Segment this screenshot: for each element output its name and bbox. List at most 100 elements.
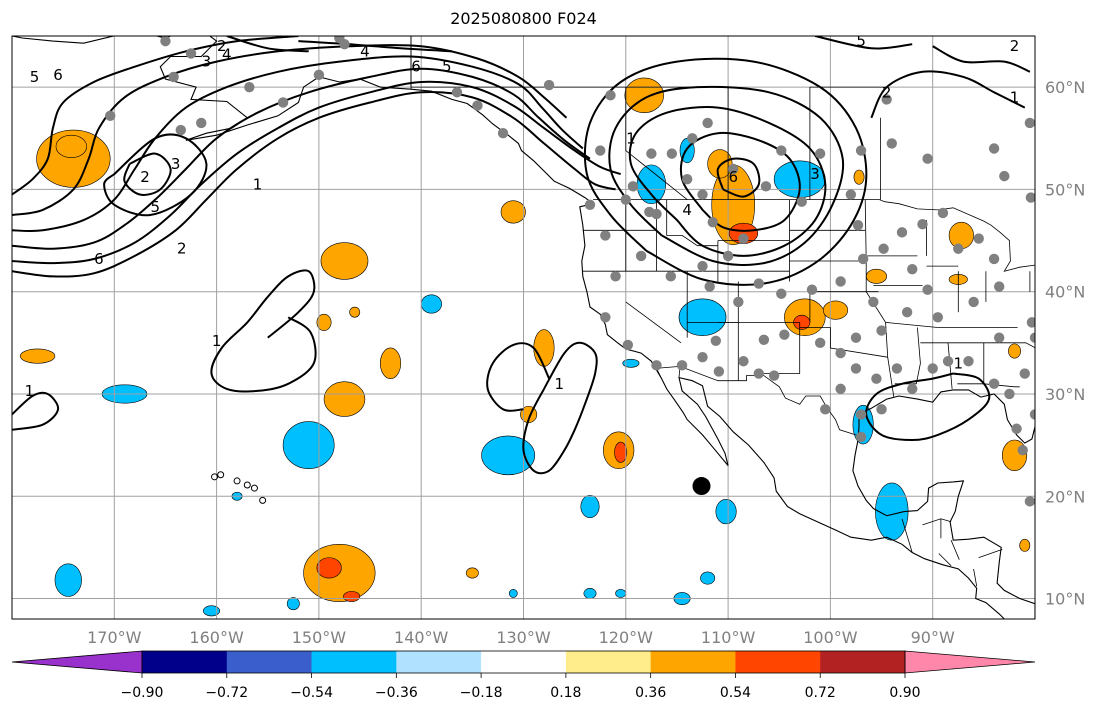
contour-line	[123, 152, 172, 196]
lat-tick-label: 50°N	[1045, 180, 1085, 199]
anomaly-patch	[465, 567, 479, 579]
station-dot	[850, 332, 862, 343]
latitude-labels: 60°N 50°N 40°N 30°N 20°N 10°N	[1045, 78, 1085, 608]
anomaly-patch	[614, 441, 628, 463]
contour-line	[608, 85, 845, 266]
contour-line	[865, 372, 991, 442]
station-dot	[937, 207, 949, 219]
station-dot	[738, 356, 749, 367]
contour-label: 2	[217, 37, 227, 55]
station-dot	[635, 250, 647, 262]
station-dot	[993, 281, 1005, 292]
station-dot	[876, 404, 887, 415]
station-dot	[835, 347, 846, 359]
station-dot	[796, 196, 807, 207]
station-dot	[697, 260, 708, 272]
anomaly-patch	[36, 129, 111, 188]
lon-tick-label: 150°W	[292, 628, 347, 647]
lat-tick-label: 30°N	[1045, 385, 1085, 404]
contour-label: 3	[810, 165, 820, 183]
anomaly-patch	[349, 306, 361, 318]
border-line	[799, 327, 888, 358]
anomaly-patch	[533, 329, 555, 367]
station-dot	[806, 284, 818, 295]
island-outline	[259, 496, 267, 504]
map-title: 2025080800 F024	[450, 9, 597, 28]
contour-line	[226, 36, 309, 53]
island-outline	[250, 484, 258, 492]
contour-line	[814, 36, 913, 50]
contour-label: 2	[140, 168, 150, 186]
station-dot	[651, 360, 662, 371]
station-dot	[760, 181, 772, 192]
station-dot	[584, 199, 596, 210]
station-dot	[334, 36, 345, 44]
station-dot	[713, 366, 725, 377]
contour-label: 6	[411, 58, 421, 76]
station-dot	[728, 163, 739, 175]
station-dot	[855, 431, 867, 443]
anomaly-patch	[580, 494, 600, 519]
anomaly-patch	[622, 358, 640, 368]
island-outline	[233, 477, 241, 485]
anomaly-patch	[481, 435, 536, 476]
border-line	[901, 518, 913, 553]
lat-tick-label: 20°N	[1045, 487, 1085, 506]
lon-tick-label: 110°W	[701, 628, 756, 647]
station-dot	[814, 337, 826, 349]
contour-line	[210, 269, 317, 393]
border-line	[625, 87, 688, 200]
anomaly-patch	[282, 421, 335, 469]
station-dot	[722, 250, 734, 262]
anomaly-patch	[54, 563, 82, 597]
anomaly-patch	[1008, 343, 1021, 359]
station-dot	[277, 97, 289, 108]
station-dot	[1024, 117, 1035, 129]
lat-tick-label: 40°N	[1045, 283, 1085, 302]
station-dot	[932, 312, 944, 323]
station-dot	[993, 332, 1005, 343]
contour-label: 6	[53, 66, 63, 84]
lat-tick-label: 10°N	[1045, 590, 1085, 609]
contour-label: 5	[442, 58, 452, 76]
contour-line	[522, 341, 598, 475]
border-line	[655, 365, 860, 437]
anomaly-patch	[420, 294, 442, 314]
station-dot	[472, 100, 483, 111]
station-dot	[1025, 192, 1035, 203]
contour-line	[103, 133, 208, 217]
station-dot	[1026, 317, 1035, 328]
border-line	[625, 301, 682, 344]
anomaly-patch	[853, 169, 865, 185]
station-dot	[733, 296, 744, 308]
station-dot	[776, 288, 787, 299]
anomaly-patch	[320, 242, 369, 280]
contour-line	[12, 44, 568, 216]
station-dot	[886, 138, 897, 149]
contour-line	[12, 391, 60, 431]
station-dot	[850, 363, 862, 374]
contour-line	[628, 106, 827, 257]
contour-label: 2	[1010, 37, 1020, 55]
station-dot	[973, 233, 984, 244]
station-dot	[710, 335, 722, 346]
station-dot	[622, 339, 634, 351]
island-outline	[211, 473, 219, 481]
station-dot	[988, 143, 1000, 154]
contour-line	[583, 57, 868, 286]
contour-label: 2	[882, 83, 892, 101]
station-dot	[927, 363, 938, 374]
longitude-labels: 170°W 160°W 150°W 140°W 130°W 120°W 110°W 100°W…	[87, 628, 955, 647]
station-dot	[704, 281, 715, 292]
anomaly-patch	[1019, 538, 1031, 552]
station-dot	[313, 69, 325, 81]
island-outline	[243, 481, 251, 489]
contour-line	[932, 45, 1031, 73]
contour-label: 1	[25, 382, 35, 400]
contour-label: 1	[212, 332, 222, 350]
station-dot	[666, 148, 678, 159]
station-dot	[768, 370, 780, 381]
station-dot	[543, 79, 555, 91]
station-dot	[753, 368, 764, 379]
